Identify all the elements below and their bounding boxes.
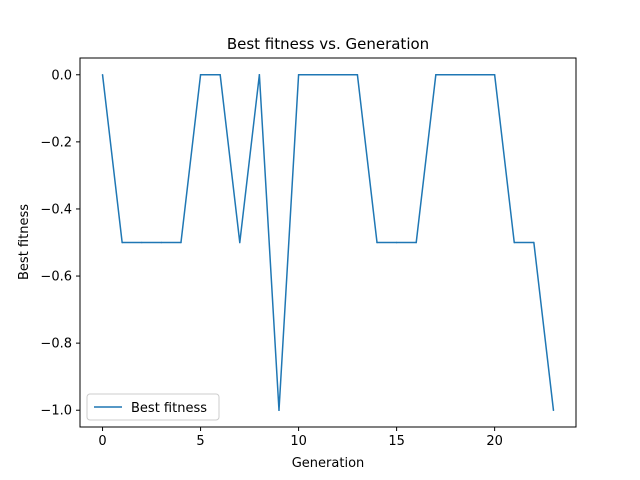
data-point [474,74,476,76]
data-point [297,74,300,76]
data-point [376,241,378,244]
data-point [552,409,555,411]
data-point [493,74,496,76]
x-axis-label: Generation [292,456,365,471]
data-point [101,74,104,76]
x-tick-label: 5 [196,434,204,449]
series-group [101,74,555,411]
data-point [317,74,319,76]
y-tick-label: −0.2 [40,135,72,150]
data-point [533,241,535,244]
data-point [513,241,515,244]
x-tick-label: 0 [98,434,106,449]
data-point [415,241,417,244]
data-point [141,241,143,244]
data-point [454,74,457,76]
y-tick-label: −0.6 [40,270,72,285]
y-tick-label: −1.0 [40,404,72,419]
data-point [199,74,202,76]
x-tick-label: 20 [486,434,503,449]
y-tick-label: −0.8 [40,337,72,352]
legend-label: Best fitness [131,401,207,416]
series-line [101,74,555,411]
y-axis-label: Best fitness [17,204,32,280]
x-tick-label: 15 [388,434,405,449]
y-tick-label: −0.4 [40,202,72,217]
data-point [219,74,221,76]
chart-title: Best fitness vs. Generation [227,35,429,53]
legend-box [86,393,220,421]
y-tick-label: 0.0 [51,68,72,83]
data-point [239,241,241,244]
data-point [258,74,261,76]
legend: Best fitness [86,393,220,421]
plot-frame [79,57,577,428]
data-point [435,74,437,76]
data-point [278,409,280,411]
data-point [337,74,339,76]
data-point [180,241,182,244]
axis-ticks: 0 5 10 15 20 0.0 −0.2 −0.4 −0.6 −0.8 −1.0 [40,68,502,449]
data-point [121,241,123,244]
data-point [395,241,398,244]
x-tick-label: 10 [290,434,307,449]
data-point [356,74,359,76]
data-point [160,241,163,244]
